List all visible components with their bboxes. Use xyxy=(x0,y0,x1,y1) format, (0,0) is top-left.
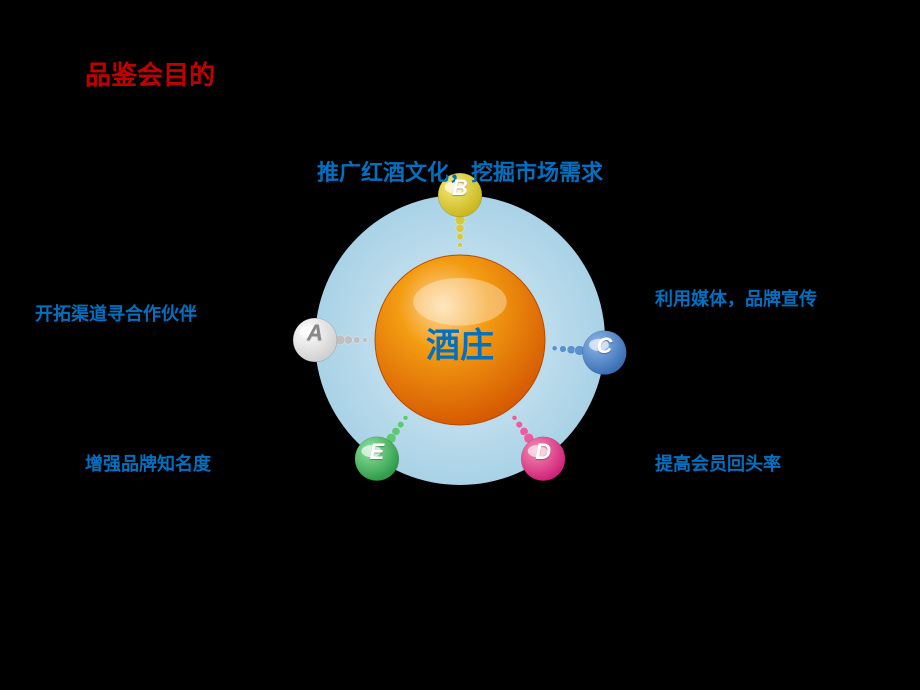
node-ball-e xyxy=(355,437,399,481)
connector-dot xyxy=(344,336,352,344)
connector-dot xyxy=(457,233,464,240)
node-ball-highlight xyxy=(361,445,381,457)
connector-dot xyxy=(458,243,463,248)
connector-dot xyxy=(516,421,523,428)
connector-dot xyxy=(353,337,360,344)
node-label-c: 利用媒体，品牌宣传 xyxy=(655,285,817,311)
node-ball-highlight xyxy=(300,326,320,338)
connector-dot xyxy=(560,346,567,353)
connector-dot xyxy=(512,415,517,420)
node-label-a: 开拓渠道寻合作伙伴 xyxy=(35,300,197,326)
node-ball-highlight xyxy=(528,445,548,457)
connector-dot xyxy=(397,421,404,428)
node-label-d: 提高会员回头率 xyxy=(655,450,781,476)
center-sphere-highlight xyxy=(413,278,507,326)
node-ball-d xyxy=(521,437,565,481)
node-ball-a xyxy=(293,318,337,362)
node-ball-highlight xyxy=(589,339,609,351)
connector-dot xyxy=(456,224,464,232)
diagram-svg xyxy=(0,0,920,690)
node-label-e: 增强品牌知名度 xyxy=(85,450,211,476)
connector-dot xyxy=(552,346,557,351)
connector-dot xyxy=(403,415,408,420)
connector-dot xyxy=(363,338,368,343)
slide-title: 品鉴会目的 xyxy=(85,55,215,92)
connector-dot xyxy=(567,346,575,354)
node-ball-c xyxy=(582,331,626,375)
slide-subtitle: 推广红酒文化，挖掘市场需求 xyxy=(260,155,660,187)
